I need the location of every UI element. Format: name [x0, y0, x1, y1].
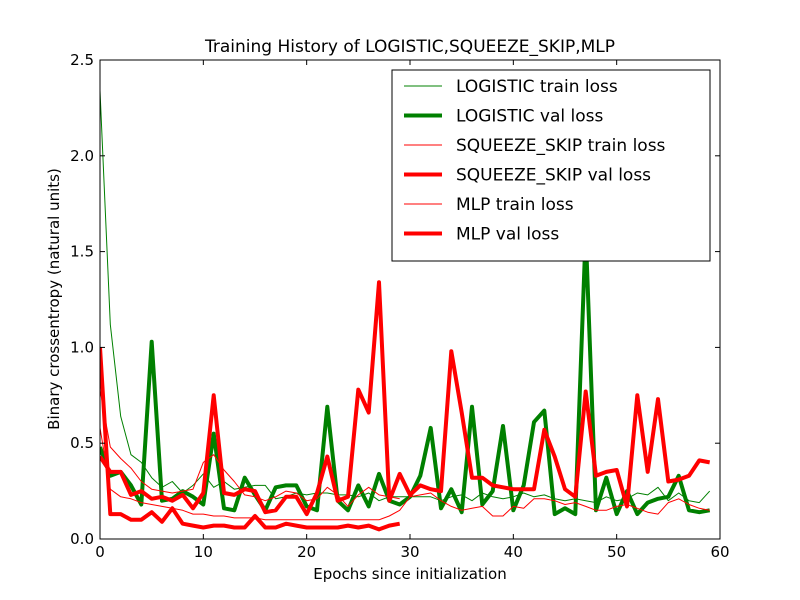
- x-tick-label: 50: [607, 543, 626, 561]
- chart-title: Training History of LOGISTIC,SQUEEZE_SKI…: [204, 37, 615, 57]
- plot-area: [100, 90, 711, 532]
- y-tick-label: 1.0: [70, 338, 94, 356]
- axis-ticks: 0 10 20 30 40 50 60 0.0 0.5 1.0 1.5 2.0 2.5: [70, 51, 729, 561]
- series-line-1: [100, 230, 711, 517]
- series-line-5: [100, 347, 401, 532]
- x-tick-label: 10: [194, 543, 213, 561]
- x-tick-label: 30: [400, 543, 419, 561]
- legend: LOGISTIC train loss LOGISTIC val loss SQUE…: [391, 69, 711, 262]
- y-tick-label: 1.5: [70, 243, 94, 261]
- legend-entry-label: LOGISTIC val loss: [456, 107, 603, 127]
- y-tick-label: 0.5: [70, 434, 94, 452]
- series-line-3: [100, 280, 711, 517]
- series-line-2: [100, 427, 710, 521]
- x-tick-label: 60: [710, 543, 729, 561]
- x-tick-label: 20: [297, 543, 316, 561]
- legend-entry-label: MLP train loss: [456, 195, 574, 215]
- y-axis-label: Binary crossentropy (natural units): [45, 168, 63, 430]
- y-tick-label: 2.5: [70, 51, 94, 69]
- legend-entry-label: SQUEEZE_SKIP val loss: [456, 166, 651, 186]
- y-tick-label: 0.0: [70, 530, 94, 548]
- series-line-0: [100, 90, 711, 504]
- legend-entry-label: MLP val loss: [456, 225, 559, 245]
- series-line-4: [100, 389, 400, 507]
- x-tick-label: 0: [95, 543, 105, 561]
- x-axis-label: Epochs since initialization: [313, 565, 506, 583]
- legend-entry-label: SQUEEZE_SKIP train loss: [456, 136, 666, 156]
- y-tick-label: 2.0: [70, 147, 94, 165]
- x-tick-label: 40: [504, 543, 523, 561]
- legend-entry-label: LOGISTIC train loss: [456, 77, 618, 97]
- legend-box: [391, 69, 711, 262]
